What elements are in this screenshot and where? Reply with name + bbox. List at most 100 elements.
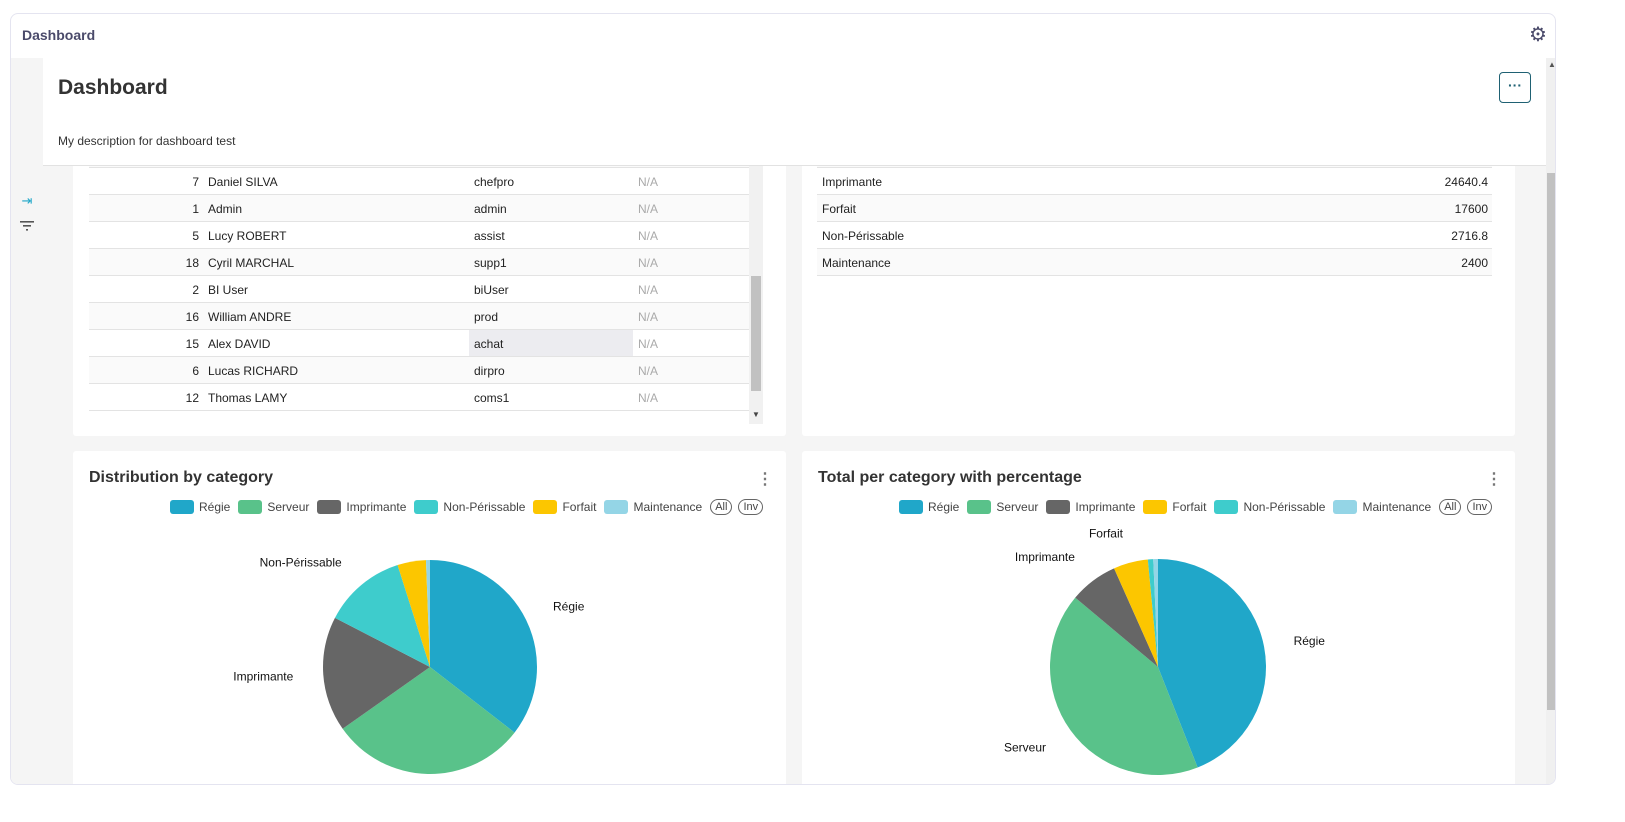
user-extra: N/A <box>638 337 659 351</box>
legend-swatch <box>899 500 923 514</box>
table-row[interactable]: 6 Lucas RICHARD dirpro N/A <box>89 357 749 384</box>
app-title: Dashboard <box>22 27 96 43</box>
legend-label: Régie <box>199 500 231 514</box>
pie-slice-imprimante[interactable] <box>1075 568 1158 667</box>
legend-item[interactable]: Maintenance <box>1333 500 1431 514</box>
legend-swatch <box>238 500 263 514</box>
table-row[interactable]: 12 Thomas LAMY coms1 N/A <box>89 384 749 411</box>
slice-label: Serveur <box>1004 741 1046 755</box>
category-label: Forfait <box>822 202 857 216</box>
legend-swatch <box>170 500 194 514</box>
legend-invert-button[interactable]: Inv <box>738 499 764 515</box>
user-name: Thomas LAMY <box>208 391 288 405</box>
legend-all-button[interactable]: All <box>1439 499 1462 515</box>
legend-label: Imprimante <box>1075 500 1136 514</box>
legend-item[interactable]: Serveur <box>967 500 1038 514</box>
legend-item[interactable]: Non-Périssable <box>1214 500 1325 514</box>
chart-menu-icon[interactable]: ⋮ <box>1486 471 1502 488</box>
user-login: dirpro <box>474 364 505 378</box>
expand-right-icon[interactable]: ⇥ <box>21 193 33 208</box>
legend-item[interactable]: Forfait <box>533 500 596 514</box>
legend-all-button[interactable]: All <box>710 499 733 515</box>
legend-item[interactable]: Imprimante <box>317 500 406 514</box>
user-extra: N/A <box>638 202 659 216</box>
chart-menu-icon[interactable]: ⋮ <box>757 471 773 488</box>
more-options-button[interactable]: ··· <box>1499 72 1531 103</box>
legend-item[interactable]: Non-Périssable <box>414 500 525 514</box>
pie-slice-non-périssable[interactable] <box>334 565 430 667</box>
table-row[interactable]: Maintenance 2400 <box>817 249 1492 276</box>
table-row[interactable]: 16 William ANDRE prod N/A <box>89 303 749 330</box>
chart-title: Total per category with percentage <box>818 469 1082 486</box>
filter-icon[interactable] <box>19 220 35 236</box>
user-name: Alex DAVID <box>208 337 271 351</box>
legend-item[interactable]: Régie <box>899 500 959 514</box>
pie-slice-serveur[interactable] <box>342 667 515 775</box>
table-row[interactable]: 2 BI User biUser N/A <box>89 276 749 303</box>
users-table: 9 Kevin DEMOERP demoerp N/A7 Daniel SILV… <box>89 154 749 424</box>
legend-item[interactable]: Imprimante <box>1046 500 1135 514</box>
legend-item[interactable]: Forfait <box>1143 500 1206 514</box>
chart-title: Distribution by category <box>89 469 274 486</box>
user-extra: N/A <box>638 256 659 270</box>
pie-slice-forfait[interactable] <box>397 560 430 667</box>
pie-slice-régie[interactable] <box>430 560 538 733</box>
legend-invert-button[interactable]: Inv <box>1467 499 1493 515</box>
pie-slice-non-périssable[interactable] <box>1147 559 1158 667</box>
pie-slice-imprimante[interactable] <box>323 617 430 729</box>
user-id: 5 <box>192 229 199 243</box>
user-name: Lucy ROBERT <box>208 229 287 243</box>
table-row[interactable]: 18 Cyril MARCHAL supp1 N/A <box>89 249 749 276</box>
pie-slice-régie[interactable] <box>1158 559 1267 768</box>
legend-item[interactable]: Maintenance <box>604 500 702 514</box>
dashboard-content: ⇥ Dashboard My description for dashboard… <box>11 58 1546 784</box>
page-scrollbar[interactable]: ▲ <box>1546 58 1555 784</box>
user-id: 1 <box>192 202 199 216</box>
user-name: Lucas RICHARD <box>208 364 299 378</box>
table-row[interactable]: 7 Daniel SILVA chefpro N/A <box>89 168 749 195</box>
user-name: Daniel SILVA <box>208 175 278 189</box>
user-extra: N/A <box>638 175 659 189</box>
pie-charts: Régie Imprimante Non-Périssable Régie Serveu… <box>233 527 1326 775</box>
gear-icon[interactable]: ⚙ <box>1529 24 1547 46</box>
table-scrollbar[interactable]: ▼ <box>749 154 763 424</box>
user-login: prod <box>474 310 499 324</box>
legend-item[interactable]: Régie <box>170 500 230 514</box>
pie-slice-forfait[interactable] <box>1114 559 1158 667</box>
user-id: 6 <box>192 364 199 378</box>
legend-label: Non-Périssable <box>443 500 526 514</box>
legend-swatch <box>1214 500 1239 514</box>
pie-slice-serveur[interactable] <box>1050 597 1198 775</box>
user-id: 2 <box>192 283 199 297</box>
slice-label: Régie <box>1294 634 1326 648</box>
table-row[interactable]: Imprimante 24640.4 <box>817 168 1492 195</box>
category-total: 2716.8 <box>1451 229 1488 243</box>
legend-label: Maintenance <box>633 500 703 514</box>
user-login: assist <box>474 229 505 243</box>
category-label: Imprimante <box>822 175 883 189</box>
pie-slice-maintenance[interactable] <box>425 560 430 667</box>
slice-label: Régie <box>553 600 585 614</box>
user-login: supp1 <box>474 256 507 270</box>
dashboard-window: Dashboard ⚙ ⇥ Dashboard My description f… <box>10 13 1556 785</box>
table-row[interactable]: Forfait 17600 <box>817 195 1492 222</box>
table-row[interactable]: 15 Alex DAVID achat N/A <box>89 330 749 357</box>
legend-swatch <box>1143 500 1168 514</box>
legend-swatch <box>533 500 558 514</box>
table-row[interactable]: Non-Périssable 2716.8 <box>817 222 1492 249</box>
table-row[interactable]: 5 Lucy ROBERT assist N/A <box>89 222 749 249</box>
dashboard-header: Dashboard My description for dashboard t… <box>43 58 1546 166</box>
legend-swatch <box>1046 500 1071 514</box>
legend-label: Non-Périssable <box>1243 500 1326 514</box>
user-id: 16 <box>185 310 199 324</box>
legend-label: Serveur <box>996 500 1039 514</box>
sidebar: ⇥ <box>11 58 43 784</box>
table-row[interactable]: 1 Admin admin N/A <box>89 195 749 222</box>
user-login: coms1 <box>474 391 510 405</box>
user-extra: N/A <box>638 310 659 324</box>
slice-label: Imprimante <box>233 669 293 683</box>
legend-swatch <box>317 500 342 514</box>
legend-item[interactable]: Serveur <box>238 500 309 514</box>
user-name: Cyril MARCHAL <box>208 256 295 270</box>
pie-slice-maintenance[interactable] <box>1153 559 1158 667</box>
